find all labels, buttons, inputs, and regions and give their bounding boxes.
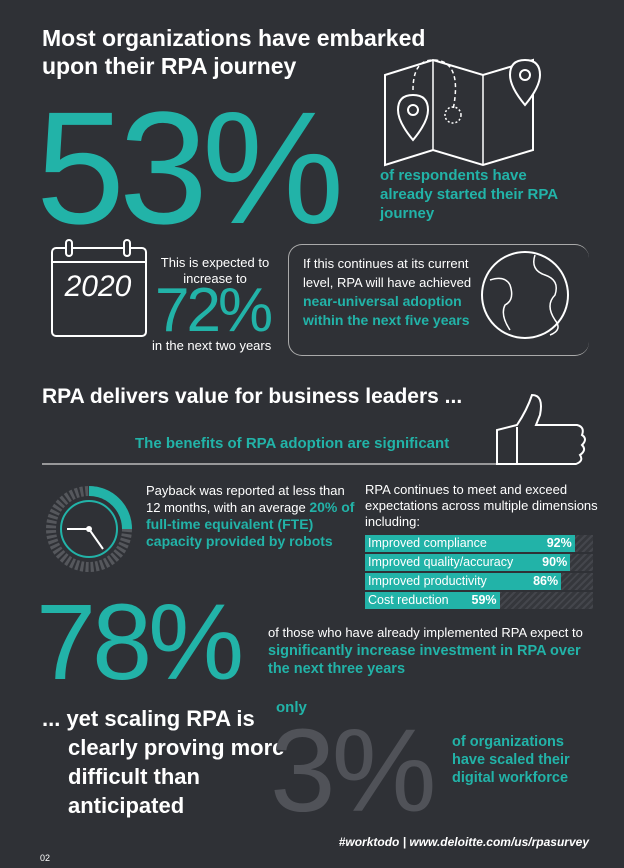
- thumb-icon: [42, 393, 586, 465]
- bar-value: 90%: [542, 555, 568, 569]
- forecast-stat: 72%: [155, 276, 273, 345]
- adoption-lead: If this continues at its current level, …: [303, 256, 472, 290]
- adoption-highlight: near-universal adoption within the next …: [303, 293, 470, 328]
- bar-label: Improved productivity: [368, 574, 487, 588]
- bar-value: 86%: [533, 574, 559, 588]
- scaling-text: of organizations have scaled their digit…: [452, 734, 570, 786]
- bar-track: Cost reduction 59%: [365, 592, 593, 609]
- investment-stat: 78%: [36, 581, 244, 702]
- clock-icon: [46, 486, 132, 572]
- bar: [365, 554, 571, 571]
- adoption-box: [288, 244, 589, 356]
- map-icon: [384, 58, 542, 167]
- footer-tags: #worktodo | www.deloitte.com/us/rpasurve…: [338, 835, 589, 849]
- bar: [365, 535, 575, 552]
- investment-text: of those who have already implemented RP…: [268, 624, 588, 678]
- bar-value: 92%: [546, 536, 572, 550]
- journey-stat: 53%: [36, 78, 344, 257]
- bar-track: Improved quality/accuracy 90%: [365, 554, 593, 571]
- calendar-year: 2020: [64, 270, 132, 303]
- value-title: RPA delivers value for business leaders …: [42, 385, 463, 408]
- bar-label: Improved compliance: [368, 536, 487, 550]
- title: Most organizations have embarked upon th…: [42, 25, 426, 79]
- bar-track: Improved productivity 86%: [365, 573, 593, 590]
- value-subtitle: The benefits of RPA adoption are signifi…: [135, 435, 450, 452]
- scaling-title: ... yet scaling RPA is clearly proving m…: [42, 706, 285, 818]
- bar: [365, 573, 562, 590]
- bar-label: Improved quality/accuracy: [368, 555, 514, 569]
- bar-track: Improved compliance 92%: [365, 535, 593, 552]
- investment-highlight: significantly increase investment in RPA…: [268, 643, 581, 677]
- scaling-stat: 3%: [270, 705, 437, 837]
- calendar-icon: [51, 239, 147, 337]
- payback-text: Payback was reported at less than 12 mon…: [146, 482, 356, 550]
- journey-text: of respondents have already started thei…: [380, 167, 558, 222]
- bar-value: 59%: [471, 593, 497, 607]
- adoption-text: If this continues at its current level, …: [303, 254, 483, 330]
- payback-highlight: 20% of full-time equivalent (FTE) capaci…: [146, 499, 355, 549]
- page-number: 02: [40, 853, 51, 863]
- forecast-lead: This is expected to increase to: [160, 255, 270, 286]
- expectations-intro: RPA continues to meet and exceed expecta…: [365, 482, 598, 529]
- bar-label: Cost reduction: [368, 593, 449, 607]
- investment-lead: of those who have already implemented RP…: [268, 625, 583, 640]
- scaling-qualifier: only: [276, 699, 307, 716]
- payback-lead: Payback was reported at less than 12 mon…: [146, 483, 345, 515]
- forecast-tail: in the next two years: [152, 338, 272, 353]
- globe-icon: [481, 251, 569, 339]
- bar: [365, 592, 500, 609]
